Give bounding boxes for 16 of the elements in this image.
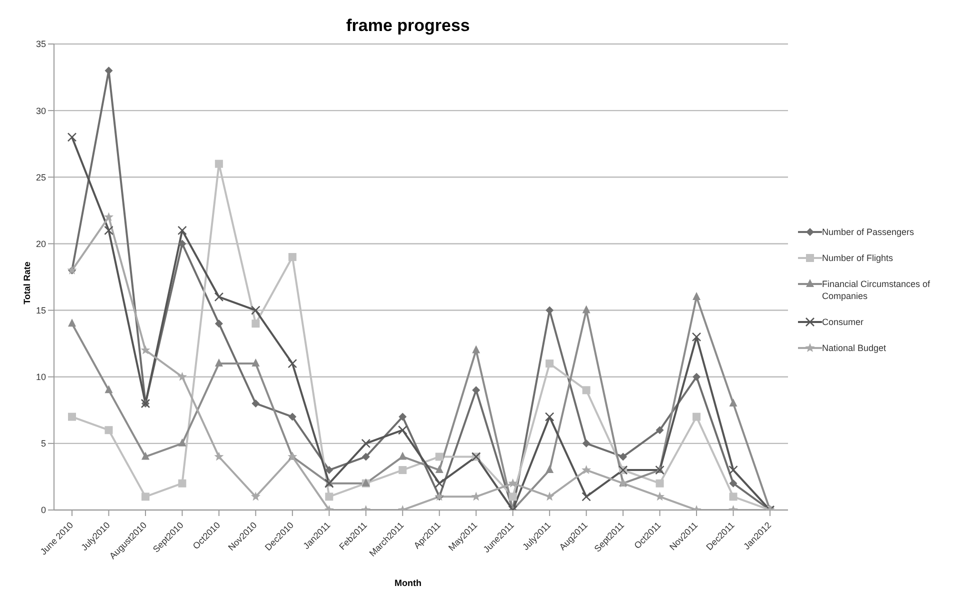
y-tick-label: 0 [40, 505, 46, 516]
x-axis-title: Month [394, 578, 422, 588]
legend-label: Number of Flights [822, 252, 894, 264]
y-tick-label: 20 [36, 238, 46, 249]
y-tick-label: 10 [36, 372, 46, 382]
y-axis-title: Total Rate [22, 262, 32, 304]
y-tick-label: 5 [40, 438, 46, 449]
y-tick-label: 35 [36, 39, 46, 50]
chart-title: frame progress [345, 16, 471, 36]
y-tick-label: 25 [36, 172, 46, 182]
legend-label: Consumer [822, 316, 864, 328]
legend-label: Financial Circumstances of Companies [822, 278, 932, 302]
legend-label: Number of Passengers [822, 226, 914, 238]
y-tick-label: 15 [36, 305, 46, 316]
legend-label: National Budget [822, 342, 886, 354]
y-tick-label: 30 [36, 106, 46, 116]
